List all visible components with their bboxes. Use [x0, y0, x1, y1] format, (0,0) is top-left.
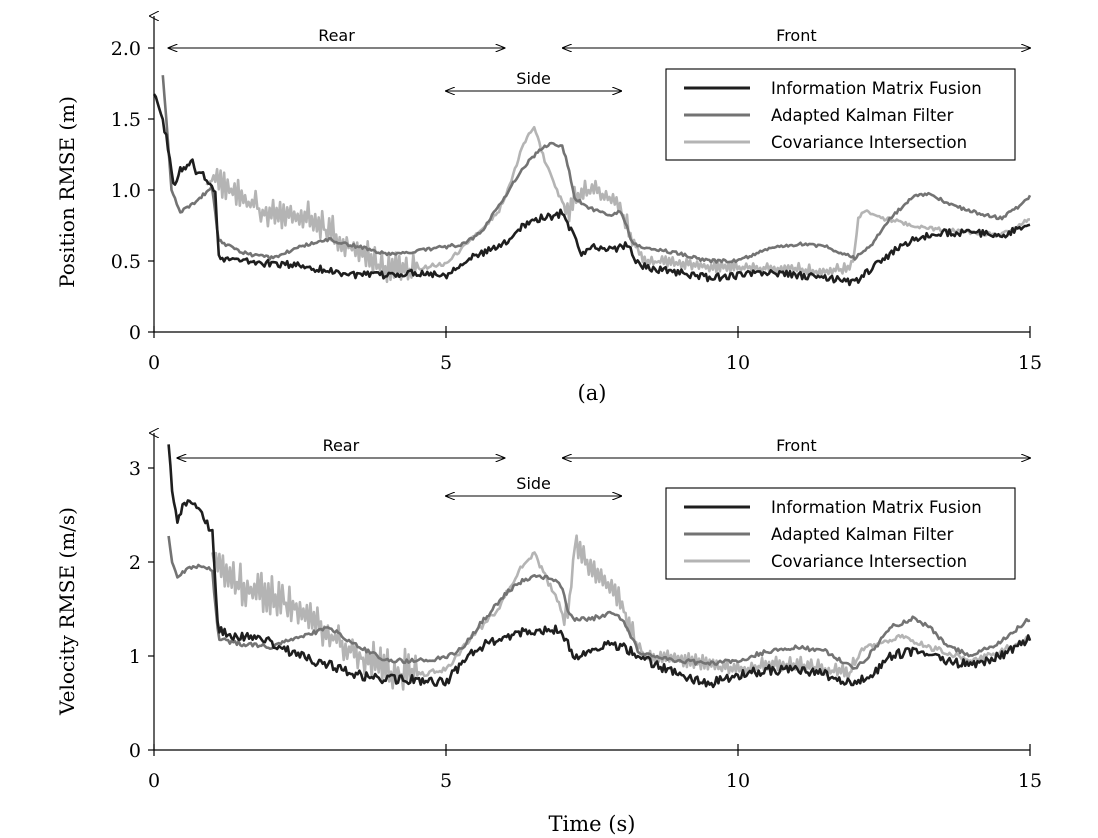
position-rmse-chart: 0 0.5 1.0 1.5 2.0 0 5 10 15 Rear Side Front Inform…: [55, 16, 1042, 405]
position-ytick-label: 0.5: [111, 251, 141, 273]
velocity-legend-label-1: Adapted Kalman Filter: [771, 525, 954, 544]
velocity-rmse-chart: 0 1 2 3 0 5 10 15 Rear Side Front Information Mat…: [55, 433, 1042, 836]
position-ytick-label: 2.0: [111, 38, 141, 60]
position-annotations: Rear Side Front: [169, 26, 1030, 91]
velocity-xtick-label: 0: [148, 770, 160, 792]
position-ylabel: Position RMSE (m): [55, 96, 79, 288]
position-series-line-1: [161, 75, 1032, 264]
velocity-series-line-1: [167, 535, 1031, 670]
position-ytick-label: 0: [129, 322, 141, 344]
position-legend: Information Matrix Fusion Adapted Kalman …: [665, 68, 1016, 161]
position-series-line-0: [152, 93, 1031, 287]
position-series-layer: [152, 75, 1032, 287]
velocity-xtick-label: 5: [440, 770, 452, 792]
position-ytick-label: 1.5: [111, 109, 141, 131]
velocity-phase-label-side: Side: [516, 474, 551, 493]
velocity-ytick-label: 1: [129, 646, 141, 668]
velocity-phase-label-rear: Rear: [323, 436, 360, 455]
position-xtick-label: 5: [440, 352, 452, 374]
velocity-ytick-label: 3: [129, 458, 141, 480]
velocity-xtick-label: 10: [726, 770, 750, 792]
velocity-legend-label-0: Information Matrix Fusion: [771, 498, 982, 517]
position-legend-label-2: Covariance Intersection: [771, 133, 967, 152]
velocity-legend: Information Matrix Fusion Adapted Kalman …: [665, 487, 1016, 580]
position-series-line-2: [205, 125, 1030, 284]
velocity-ytick-label: 2: [129, 552, 141, 574]
velocity-axes: 0 1 2 3 0 5 10 15: [129, 433, 1042, 792]
position-legend-label-1: Adapted Kalman Filter: [771, 106, 954, 125]
velocity-series-layer: [167, 444, 1032, 691]
time-xlabel: Time (s): [549, 812, 636, 836]
position-axes: 0 0.5 1.0 1.5 2.0 0 5 10 15: [111, 16, 1042, 374]
position-legend-label-0: Information Matrix Fusion: [771, 79, 982, 98]
velocity-ytick-label: 0: [129, 740, 141, 762]
velocity-phase-label-front: Front: [776, 436, 816, 455]
position-xtick-label: 15: [1018, 352, 1042, 374]
velocity-annotations: Rear Side Front: [177, 436, 1030, 496]
position-caption: (a): [578, 381, 607, 405]
velocity-xtick-label: 15: [1018, 770, 1042, 792]
position-phase-label-rear: Rear: [318, 26, 355, 45]
position-xtick-label: 0: [148, 352, 160, 374]
velocity-ylabel: Velocity RMSE (m/s): [55, 507, 79, 716]
position-ytick-label: 1.0: [111, 180, 141, 202]
velocity-series-line-2: [211, 534, 1032, 691]
position-phase-label-side: Side: [516, 69, 551, 88]
velocity-legend-label-2: Covariance Intersection: [771, 552, 967, 571]
velocity-series-line-0: [167, 444, 1032, 689]
position-phase-label-front: Front: [776, 26, 816, 45]
position-xtick-label: 10: [726, 352, 750, 374]
